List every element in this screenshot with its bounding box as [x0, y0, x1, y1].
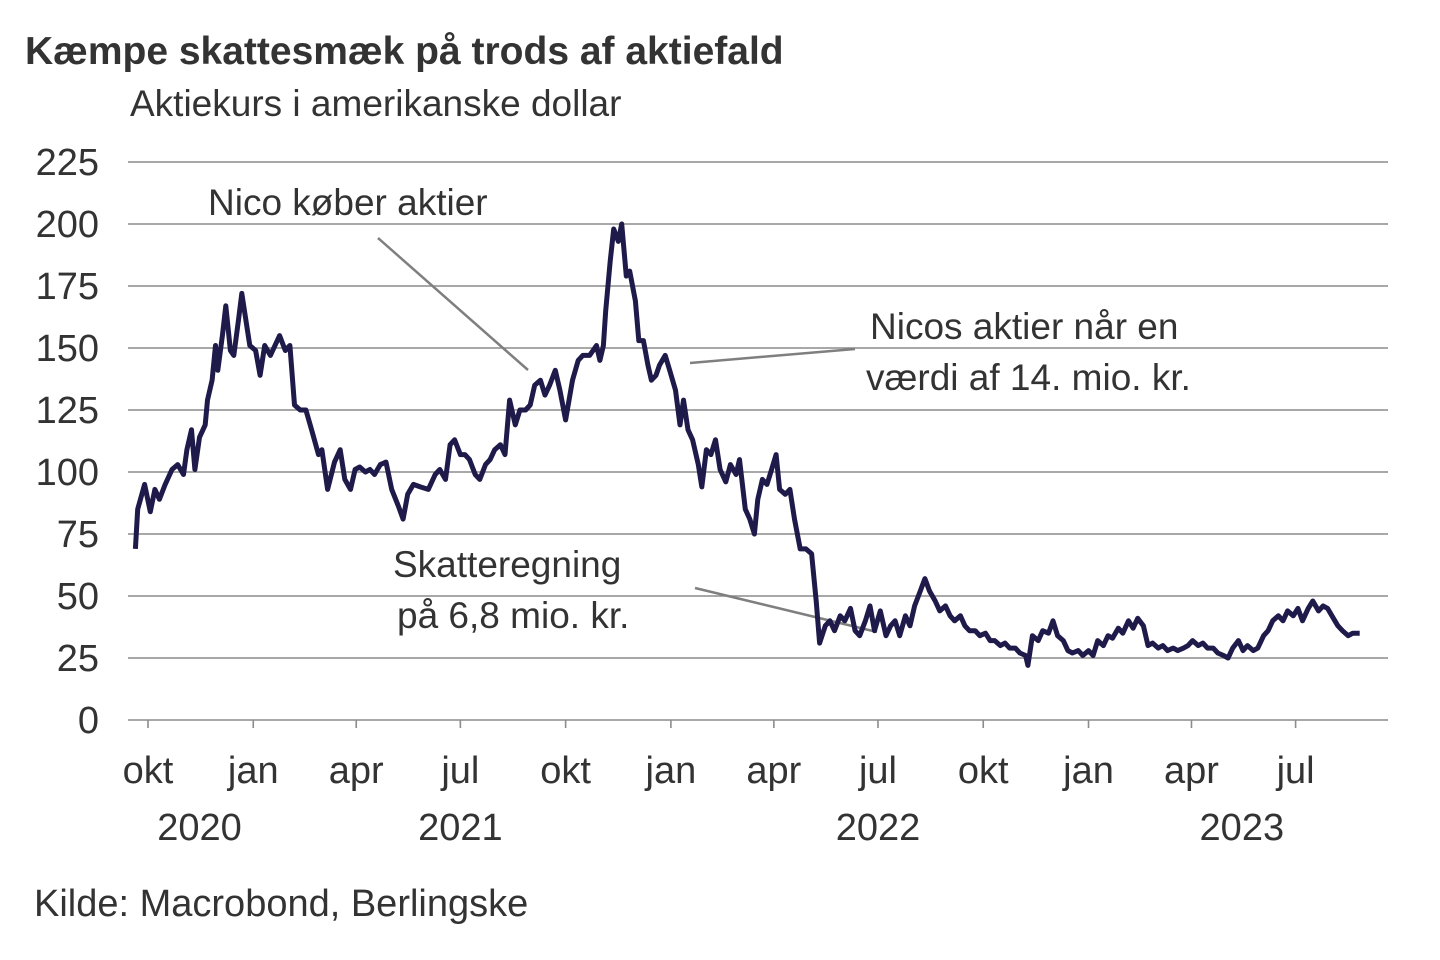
leader-line-tax-bill [694, 586, 878, 634]
x-tick-label: apr [329, 750, 384, 792]
x-tick-label: okt [123, 750, 174, 792]
y-tick-label: 150 [36, 328, 99, 370]
x-year-label: 2023 [1200, 807, 1285, 849]
leader-line-peak-value [689, 347, 856, 365]
chart-title: Kæmpe skattesmæk på trods af aktiefald [25, 30, 784, 73]
x-tick-label: jul [440, 750, 479, 792]
y-tick-label: 125 [36, 390, 99, 432]
x-tick-label: okt [958, 750, 1009, 792]
annotation-peak-line-2: værdi af 14. mio. kr. [866, 357, 1191, 398]
x-tick-label: okt [540, 750, 591, 792]
annotation-peak-line-1: Nicos aktier når en [870, 306, 1178, 347]
y-tick-label: 225 [36, 142, 99, 184]
x-tick-label: jan [1062, 750, 1114, 792]
x-tick-label: apr [746, 750, 801, 792]
leader-line-buy [377, 237, 529, 371]
x-tick-label: jan [227, 750, 279, 792]
y-axis-ticks: 0 25 50 75 100 125 150 175 200 225 [36, 142, 99, 742]
y-tick-label: 50 [57, 576, 99, 618]
y-tick-label: 100 [36, 452, 99, 494]
source-note: Kilde: Macrobond, Berlingske [34, 883, 528, 925]
annotation-tax-bill: Skatteregning på 6,8 mio. kr. [393, 544, 629, 636]
annotation-leaders [377, 237, 878, 634]
y-tick-label: 175 [36, 266, 99, 308]
x-year-label: 2022 [836, 807, 921, 849]
annotation-buy-text: Nico køber aktier [208, 182, 488, 223]
y-tick-label: 75 [57, 514, 99, 556]
y-tick-label: 200 [36, 204, 99, 246]
x-year-label: 2020 [157, 807, 242, 849]
x-tick-label: jan [645, 750, 697, 792]
x-tick-label: jul [1276, 750, 1315, 792]
annotation-tax-line-1: Skatteregning [393, 544, 621, 585]
gridlines [128, 161, 1388, 721]
series-line [132, 221, 1360, 668]
y-tick-label: 0 [78, 700, 99, 742]
series-group [132, 221, 1360, 668]
chart-subtitle: Aktiekurs i amerikanske dollar [130, 83, 621, 124]
x-year-label: 2021 [418, 807, 503, 849]
x-tick-label: jul [858, 750, 897, 792]
x-axis-year-labels: 2020 2021 2022 2023 [157, 807, 1284, 849]
x-axis-ticks: okt jan apr jul okt jan apr jul okt jan apr jul [123, 720, 1315, 792]
annotation-peak-value: Nicos aktier når en værdi af 14. mio. kr… [866, 306, 1191, 398]
annotation-buy: Nico køber aktier [208, 182, 488, 223]
x-tick-label: apr [1164, 750, 1219, 792]
annotation-tax-line-2: på 6,8 mio. kr. [397, 595, 629, 636]
y-tick-label: 25 [57, 638, 99, 680]
